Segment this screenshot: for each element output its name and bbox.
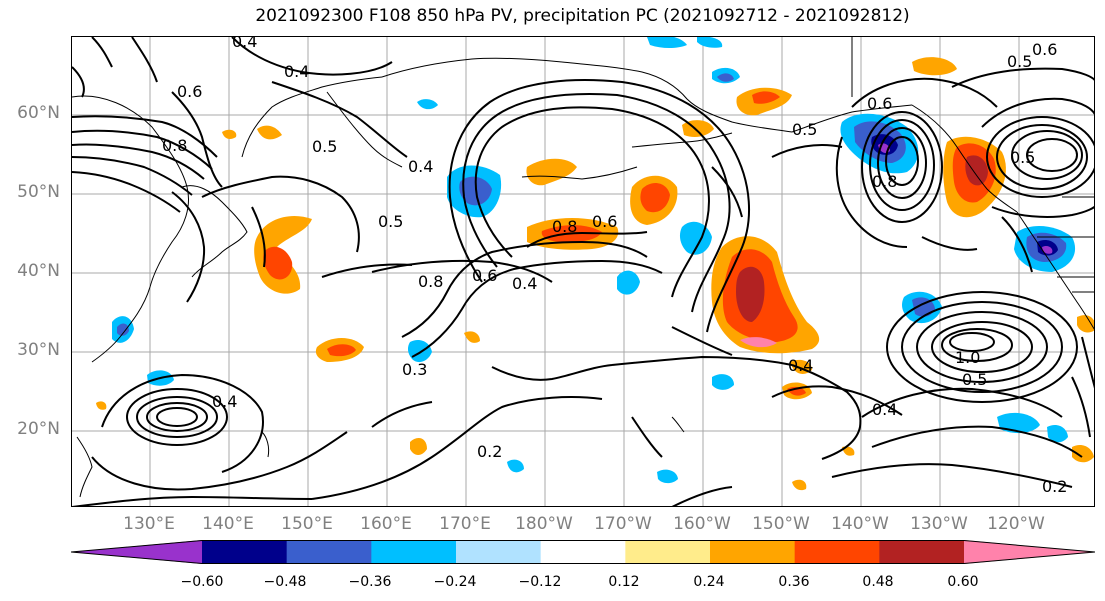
colorbar-swatch-min bbox=[71, 540, 202, 564]
contour-label: 0.4 bbox=[284, 62, 309, 81]
colorbar-swatch bbox=[456, 540, 542, 564]
colorbar-swatch bbox=[286, 540, 372, 564]
lon-label-170w: 170°W bbox=[594, 514, 652, 534]
contour-label: 0.4 bbox=[788, 356, 813, 375]
colorbar-swatch bbox=[625, 540, 711, 564]
lon-label-140w: 140°W bbox=[831, 514, 889, 534]
colorbar-swatch bbox=[371, 540, 457, 564]
lat-label-40n: 40°N bbox=[17, 261, 60, 281]
contour-label: 0.8 bbox=[162, 136, 187, 155]
precip-shading bbox=[96, 37, 1094, 491]
contour-label: 0.6 bbox=[177, 82, 202, 101]
contour-label: 0.5 bbox=[1007, 52, 1032, 71]
cbar-tick: 0.60 bbox=[947, 574, 979, 590]
contour-label: 0.8 bbox=[872, 172, 897, 191]
colorbar-swatch bbox=[794, 540, 880, 564]
contour-label: 0.6 bbox=[472, 266, 497, 285]
lon-label-130e: 130°E bbox=[123, 514, 175, 534]
colorbar bbox=[71, 540, 1095, 564]
lon-label-120w: 120°W bbox=[987, 514, 1045, 534]
contour-label: 0.5 bbox=[1010, 148, 1035, 167]
contour-label: 0.8 bbox=[552, 217, 577, 236]
cbar-tick: 0.24 bbox=[693, 574, 725, 590]
contour-label: 0.8 bbox=[418, 272, 443, 291]
cbar-tick: −0.60 bbox=[180, 574, 224, 590]
contour-label: 0.5 bbox=[378, 212, 403, 231]
contour-label: 0.5 bbox=[792, 120, 817, 139]
cbar-tick: 0.48 bbox=[862, 574, 894, 590]
map-title: 2021092300 F108 850 hPa PV, precipitatio… bbox=[255, 6, 910, 26]
cbar-tick: −0.36 bbox=[348, 574, 392, 590]
lat-label-20n: 20°N bbox=[17, 419, 60, 439]
lon-label-130w: 130°W bbox=[910, 514, 968, 534]
lon-label-140e: 140°E bbox=[202, 514, 254, 534]
lat-label-50n: 50°N bbox=[17, 182, 60, 202]
colorbar-swatch bbox=[710, 540, 796, 564]
contour-label: 0.4 bbox=[408, 157, 433, 176]
lon-label-180w: 180°W bbox=[515, 514, 573, 534]
contour-label: 0.3 bbox=[402, 360, 427, 379]
map-panel: 0.4 0.4 0.6 0.8 0.5 0.4 0.5 0.8 0.6 0.4 … bbox=[71, 36, 1095, 507]
contour-label: 1.0 bbox=[955, 348, 980, 367]
lon-label-150e: 150°E bbox=[281, 514, 333, 534]
lon-label-160w: 160°W bbox=[673, 514, 731, 534]
contour-label: 0.4 bbox=[212, 392, 237, 411]
contour-label: 0.4 bbox=[232, 37, 257, 51]
colorbar-swatch bbox=[540, 540, 626, 564]
cbar-tick: 0.36 bbox=[778, 574, 810, 590]
contour-label: 0.2 bbox=[1042, 477, 1067, 496]
contour-label: 0.6 bbox=[592, 212, 617, 231]
cbar-tick: −0.12 bbox=[518, 574, 562, 590]
coastlines bbox=[72, 37, 1094, 498]
contour-label: 0.6 bbox=[867, 94, 892, 113]
cbar-tick: −0.48 bbox=[263, 574, 307, 590]
colorbar-swatch-max bbox=[964, 540, 1095, 564]
colorbar-outline bbox=[71, 540, 1095, 564]
lat-label-60n: 60°N bbox=[17, 103, 60, 123]
lat-label-30n: 30°N bbox=[17, 340, 60, 360]
colorbar-swatch bbox=[202, 540, 288, 564]
map-svg: 0.4 0.4 0.6 0.8 0.5 0.4 0.5 0.8 0.6 0.4 … bbox=[72, 37, 1094, 506]
colorbar-swatch bbox=[879, 540, 965, 564]
cbar-tick: −0.24 bbox=[433, 574, 477, 590]
contour-label: 0.2 bbox=[477, 442, 502, 461]
contour-label: 0.4 bbox=[872, 400, 897, 419]
lon-label-170e: 170°E bbox=[439, 514, 491, 534]
pv-contours bbox=[72, 37, 1094, 506]
lon-label-150w: 150°W bbox=[752, 514, 810, 534]
contour-label: 0.6 bbox=[1032, 40, 1057, 59]
contour-label: 0.5 bbox=[962, 370, 987, 389]
contour-label: 0.5 bbox=[312, 137, 337, 156]
cbar-tick: 0.12 bbox=[608, 574, 640, 590]
lon-label-160e: 160°E bbox=[360, 514, 412, 534]
contour-label: 0.4 bbox=[512, 274, 537, 293]
contour-labels: 0.4 0.4 0.6 0.8 0.5 0.4 0.5 0.8 0.6 0.4 … bbox=[162, 37, 1067, 496]
